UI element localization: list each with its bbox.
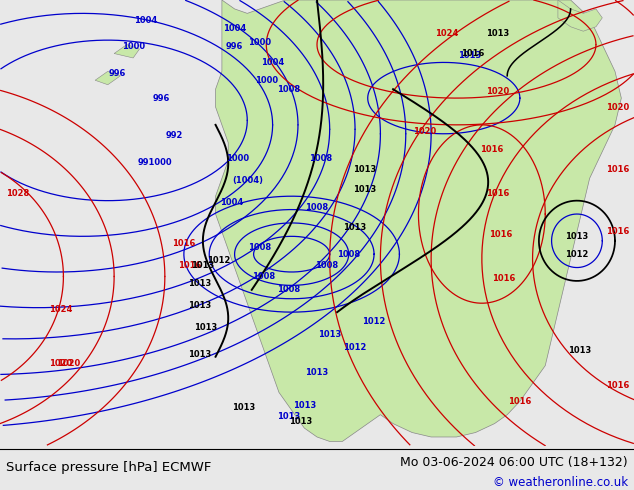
Text: 1004: 1004 bbox=[220, 198, 243, 207]
Text: 1004: 1004 bbox=[134, 16, 157, 24]
Text: 1008: 1008 bbox=[277, 85, 300, 94]
Text: 1016: 1016 bbox=[493, 274, 515, 283]
Text: 1013: 1013 bbox=[344, 223, 366, 232]
Text: Surface pressure [hPa] ECMWF: Surface pressure [hPa] ECMWF bbox=[6, 461, 212, 473]
Text: 1013: 1013 bbox=[293, 401, 316, 410]
Text: 1013: 1013 bbox=[233, 403, 256, 413]
Text: 1008: 1008 bbox=[306, 203, 328, 212]
Text: 1024: 1024 bbox=[49, 305, 72, 315]
Text: 1000: 1000 bbox=[249, 38, 271, 47]
Text: 1013: 1013 bbox=[486, 29, 509, 38]
Text: 996: 996 bbox=[153, 94, 171, 102]
Text: 1016: 1016 bbox=[179, 261, 202, 270]
Text: 1020: 1020 bbox=[57, 359, 80, 368]
Text: 1013: 1013 bbox=[188, 350, 211, 359]
Text: 1020: 1020 bbox=[607, 102, 630, 112]
Text: 1012: 1012 bbox=[566, 250, 588, 259]
Text: 1024: 1024 bbox=[436, 29, 458, 38]
Text: 1013: 1013 bbox=[195, 323, 217, 332]
Text: © weatheronline.co.uk: © weatheronline.co.uk bbox=[493, 476, 628, 489]
Text: 1012: 1012 bbox=[344, 343, 366, 352]
Text: 1000: 1000 bbox=[255, 76, 278, 85]
Text: 1016: 1016 bbox=[480, 145, 503, 154]
Text: 1004: 1004 bbox=[223, 24, 246, 33]
Text: 1013: 1013 bbox=[569, 345, 592, 355]
Text: 1013: 1013 bbox=[353, 165, 376, 174]
Text: 1028: 1028 bbox=[6, 190, 29, 198]
Text: 1013: 1013 bbox=[191, 261, 214, 270]
Text: 996: 996 bbox=[108, 69, 126, 78]
Text: 1013: 1013 bbox=[277, 413, 300, 421]
Text: 1008: 1008 bbox=[315, 261, 338, 270]
Text: 1013: 1013 bbox=[188, 301, 211, 310]
Text: 1016: 1016 bbox=[461, 49, 484, 58]
Text: Mo 03-06-2024 06:00 UTC (18+132): Mo 03-06-2024 06:00 UTC (18+132) bbox=[400, 456, 628, 469]
Polygon shape bbox=[114, 45, 139, 58]
Text: 996: 996 bbox=[226, 42, 243, 51]
Text: 1012: 1012 bbox=[363, 317, 385, 325]
Text: 1000: 1000 bbox=[226, 154, 249, 163]
Text: 992: 992 bbox=[165, 131, 183, 141]
Text: 1008: 1008 bbox=[252, 272, 275, 281]
Text: 1013: 1013 bbox=[306, 368, 328, 377]
Polygon shape bbox=[558, 0, 602, 31]
Text: 1013: 1013 bbox=[566, 232, 588, 241]
Text: 1013: 1013 bbox=[458, 51, 481, 60]
Text: (1004): (1004) bbox=[232, 176, 262, 185]
Text: 1012: 1012 bbox=[207, 256, 230, 266]
Polygon shape bbox=[95, 72, 120, 85]
Text: 1016: 1016 bbox=[172, 239, 195, 247]
Text: 1008: 1008 bbox=[277, 285, 300, 294]
Text: 1013: 1013 bbox=[318, 330, 341, 339]
Text: 1016: 1016 bbox=[607, 381, 630, 390]
Text: 1008: 1008 bbox=[309, 154, 332, 163]
Text: 1016: 1016 bbox=[607, 165, 630, 174]
Text: 1008: 1008 bbox=[337, 250, 360, 259]
Text: 1013: 1013 bbox=[353, 185, 376, 194]
Text: 1016: 1016 bbox=[489, 230, 512, 239]
Text: 1016: 1016 bbox=[486, 190, 509, 198]
Text: 1016: 1016 bbox=[508, 397, 531, 406]
Text: 1013: 1013 bbox=[188, 279, 211, 288]
Text: 1008: 1008 bbox=[249, 243, 271, 252]
Text: 1016: 1016 bbox=[607, 227, 630, 236]
Text: 1020: 1020 bbox=[413, 127, 436, 136]
Text: 1020: 1020 bbox=[49, 359, 72, 368]
Text: 1013: 1013 bbox=[290, 417, 313, 426]
Polygon shape bbox=[216, 0, 621, 441]
Text: 1004: 1004 bbox=[261, 58, 284, 67]
Text: 1000: 1000 bbox=[122, 42, 145, 51]
Text: 1020: 1020 bbox=[486, 87, 509, 96]
Text: 991000: 991000 bbox=[138, 158, 172, 167]
